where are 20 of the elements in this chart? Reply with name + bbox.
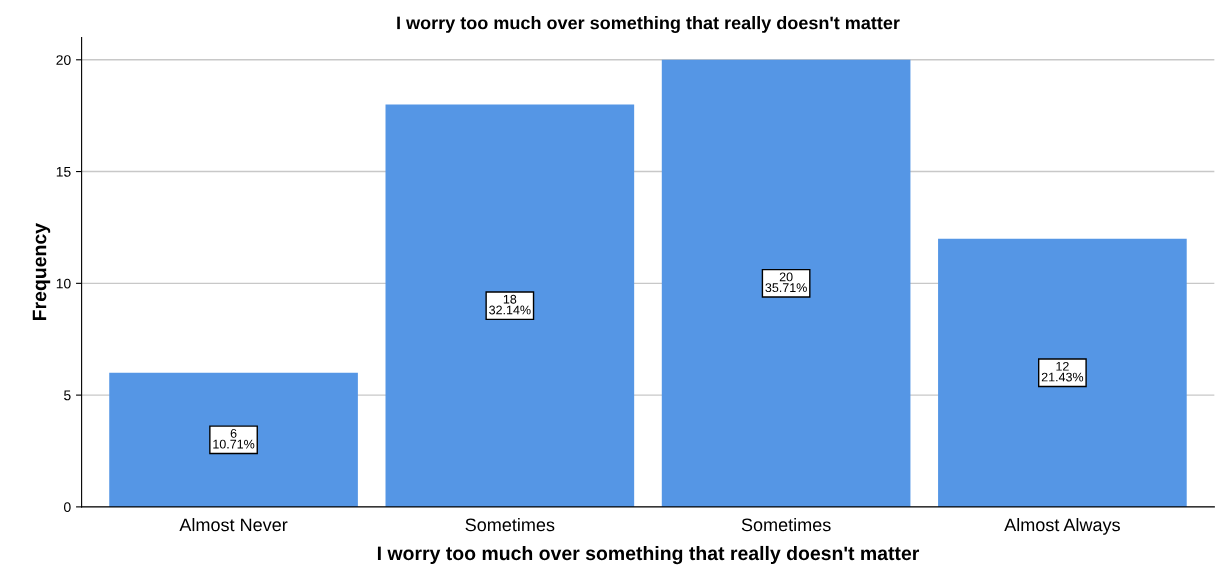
x-tick-label: Sometimes [741,517,831,532]
y-tick-label: 15 [56,167,71,177]
data-label: 20 35.71% [765,272,807,293]
chart-title: I worry too much over something that really doesn't matter [397,16,900,33]
data-label: 18 32.14% [489,294,531,315]
x-axis-title: I worry too much over something that really doesn't matter [377,545,920,565]
data-label: 12 21.43% [1041,361,1084,382]
x-tick-label: Almost Never [179,517,288,532]
bar [109,372,358,507]
y-tick-label: 10 [56,278,71,289]
bar [938,238,1187,507]
data-label: 6 10.71% [213,428,255,449]
x-tick-label: Sometimes [465,517,555,532]
bar [385,104,635,507]
y-axis-title: Frequency [32,223,51,321]
y-tick-label: 5 [64,390,71,401]
y-tick-label: 0 [64,502,71,513]
y-tick-label: 20 [56,55,71,65]
x-tick-label: Almost Always [1004,517,1120,535]
bar [661,59,911,507]
